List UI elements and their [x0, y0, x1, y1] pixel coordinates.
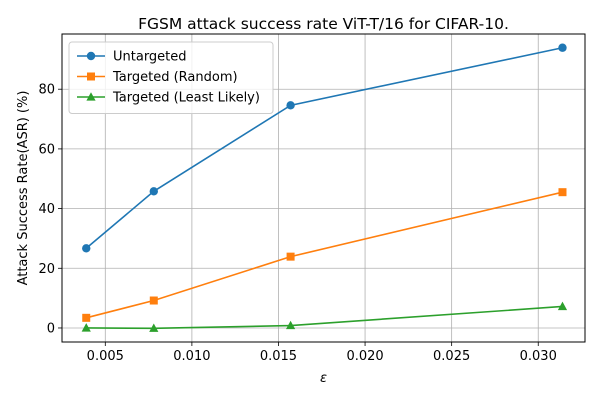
y-axis-label: Attack Success Rate(ASR) (%) — [16, 91, 31, 286]
x-tick-label: 0.015 — [260, 349, 297, 364]
legend-box — [68, 41, 274, 114]
ticks: 0.005 0.010 0.015 0.020 0.025 0.030 0 20 40 60 80 — [38, 83, 556, 364]
series-1 — [82, 188, 567, 322]
y-tick-label: 0 — [47, 321, 55, 336]
data-point — [558, 188, 567, 197]
series-layer — [81, 43, 568, 332]
x-tick-label: 0.025 — [433, 349, 470, 364]
x-tick-label: 0.010 — [173, 349, 210, 364]
series-line — [86, 191, 563, 319]
legend-item: Targeted (Random) — [77, 70, 238, 85]
legend-label: Targeted (Random) — [112, 70, 238, 85]
series-0 — [82, 43, 567, 253]
series-line — [85, 46, 563, 249]
y-tick-label: 80 — [38, 83, 55, 98]
legend-marker — [86, 92, 96, 101]
chart-title: FGSM attack success rate ViT-T/16 for CI… — [138, 15, 509, 33]
data-point — [82, 313, 91, 322]
data-point — [81, 323, 91, 332]
x-tick-label: 0.030 — [520, 349, 557, 364]
data-point — [286, 252, 295, 261]
data-point — [149, 296, 158, 305]
plot-frame — [61, 33, 586, 343]
legend-marker — [86, 51, 96, 61]
legend-item: Untargeted — [77, 50, 187, 65]
legend-marker — [87, 72, 95, 81]
x-axis-label: ε — [320, 371, 327, 386]
series-2 — [81, 301, 568, 332]
data-point — [149, 187, 158, 196]
y-tick-label: 20 — [38, 262, 55, 277]
data-point — [558, 43, 567, 52]
legend-item: Targeted (Least Likely) — [77, 91, 260, 106]
data-point — [285, 320, 296, 330]
x-tick-label: 0.005 — [87, 349, 124, 364]
legend-label: Targeted (Least Likely) — [112, 91, 260, 106]
y-tick-label: 60 — [38, 142, 55, 157]
legend-label: Untargeted — [113, 50, 187, 65]
data-point — [557, 301, 568, 311]
legend: Untargeted Targeted (Random) Targeted (Lea… — [68, 41, 274, 114]
x-tick-label: 0.020 — [346, 349, 383, 364]
data-point — [82, 244, 91, 253]
data-point — [286, 101, 295, 110]
y-tick-label: 40 — [38, 202, 55, 217]
data-point — [149, 323, 159, 332]
grid — [62, 34, 585, 342]
series-line — [86, 305, 563, 330]
